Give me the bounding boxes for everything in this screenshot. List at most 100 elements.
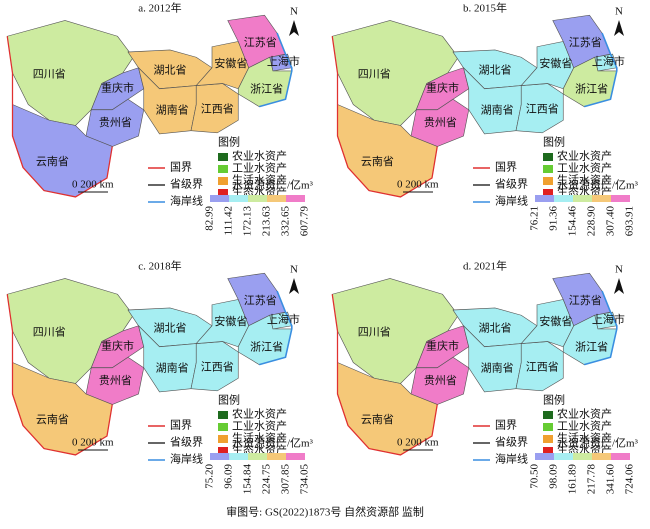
class-break: 693.91	[624, 206, 636, 236]
province-label: 浙江省	[250, 82, 283, 95]
province-label: 湖北省	[479, 63, 512, 76]
class-break: 724.06	[624, 464, 636, 495]
legend-label: 生活水资产	[557, 431, 612, 445]
province-label: 江苏省	[569, 36, 602, 49]
scale-label: 0 200 km	[72, 437, 114, 449]
legend-line-label: 海岸线	[170, 452, 203, 466]
north-label: N	[615, 6, 623, 18]
province-label: 上海市	[592, 312, 625, 326]
legend-label: 生活水资产	[232, 431, 287, 445]
ramp-class	[286, 453, 305, 460]
legend-swatch	[218, 177, 228, 185]
legend-label: 生活水资产	[232, 173, 287, 187]
legend-line-label: 省级界	[495, 436, 528, 449]
ramp-class	[286, 195, 305, 202]
legend-line-label: 国界	[170, 161, 192, 174]
province-label: 上海市	[267, 54, 300, 68]
coastline	[584, 290, 618, 366]
map	[331, 272, 618, 456]
coastline	[259, 32, 293, 108]
class-break: 332.65	[280, 206, 292, 237]
scale-label: 0 200 km	[72, 179, 114, 191]
north-arrow	[289, 20, 299, 36]
ramp-title: 水资源资产/亿m³	[557, 178, 639, 192]
class-break: 307.40	[605, 206, 617, 237]
legend-swatch	[543, 411, 553, 419]
province-label: 江西省	[526, 360, 559, 373]
legend-line-label: 省级界	[170, 436, 203, 449]
class-break: 82.99	[204, 206, 216, 231]
panel-title: a. 2012年	[138, 1, 181, 15]
legend-line-label: 国界	[170, 419, 192, 432]
province-label: 贵州省	[99, 116, 132, 129]
province	[190, 341, 239, 392]
province-label: 四川省	[358, 68, 391, 81]
class-break: 91.36	[548, 206, 560, 231]
legend-swatch	[543, 435, 553, 443]
province-label: 云南省	[361, 413, 394, 426]
legend-label: 工业水资产	[232, 419, 287, 433]
province-label: 云南省	[36, 413, 69, 426]
national-border	[6, 36, 113, 198]
province-label: 重庆市	[101, 80, 134, 94]
ramp-class	[592, 453, 611, 460]
province-label: 江苏省	[569, 294, 602, 307]
province	[515, 83, 564, 134]
ramp-class	[535, 195, 554, 202]
province-label: 湖南省	[156, 103, 189, 116]
legend-swatch	[218, 435, 228, 443]
legend-title: 图例	[218, 393, 240, 407]
province-label: 江苏省	[244, 294, 277, 307]
class-break: 96.09	[223, 464, 235, 489]
province-label: 浙江省	[250, 340, 283, 353]
scale-label: 0 200 km	[397, 437, 439, 449]
class-break: 70.50	[529, 464, 541, 489]
province-label: 贵州省	[424, 116, 457, 129]
ramp-title: 水资源资产/亿m³	[232, 436, 314, 450]
legend-swatch	[543, 153, 553, 161]
class-break: 76.21	[529, 206, 541, 231]
ramp-class	[229, 453, 248, 460]
ramp-class	[248, 195, 267, 202]
class-break: 154.84	[242, 464, 254, 495]
ramp-class	[210, 453, 229, 460]
legend-title: 图例	[218, 135, 240, 149]
province-label: 湖南省	[481, 361, 514, 374]
province-label: 四川省	[358, 326, 391, 339]
province	[515, 341, 564, 392]
ramp-class	[611, 195, 630, 202]
province-label: 重庆市	[101, 338, 134, 352]
legend-swatch	[543, 447, 553, 455]
legend-swatch	[218, 411, 228, 419]
panel-title: c. 2018年	[138, 259, 181, 273]
province-label: 上海市	[592, 54, 625, 68]
ramp-title: 水资源资产/亿m³	[557, 436, 639, 450]
class-break: 734.05	[299, 464, 311, 495]
province-label: 湖北省	[479, 321, 512, 334]
north-arrow	[614, 20, 624, 36]
province-label: 江西省	[201, 102, 234, 115]
map	[6, 272, 293, 456]
north-arrow	[614, 278, 624, 294]
legend-line-label: 海岸线	[495, 194, 528, 208]
class-break: 172.13	[242, 206, 254, 237]
north-label: N	[290, 6, 298, 18]
legend-label: 生活水资产	[557, 173, 612, 187]
province-label: 湖北省	[154, 321, 187, 334]
legend-line-label: 海岸线	[495, 452, 528, 466]
class-break: 224.75	[261, 464, 273, 495]
legend-swatch	[543, 165, 553, 173]
legend-label: 工业水资产	[557, 161, 612, 175]
class-break: 98.09	[548, 464, 560, 489]
ramp-class	[535, 453, 554, 460]
province-label: 安徽省	[539, 314, 572, 328]
province-label: 江西省	[201, 360, 234, 373]
province-label: 四川省	[33, 326, 66, 339]
north-arrow	[289, 278, 299, 294]
legend-swatch	[218, 165, 228, 173]
